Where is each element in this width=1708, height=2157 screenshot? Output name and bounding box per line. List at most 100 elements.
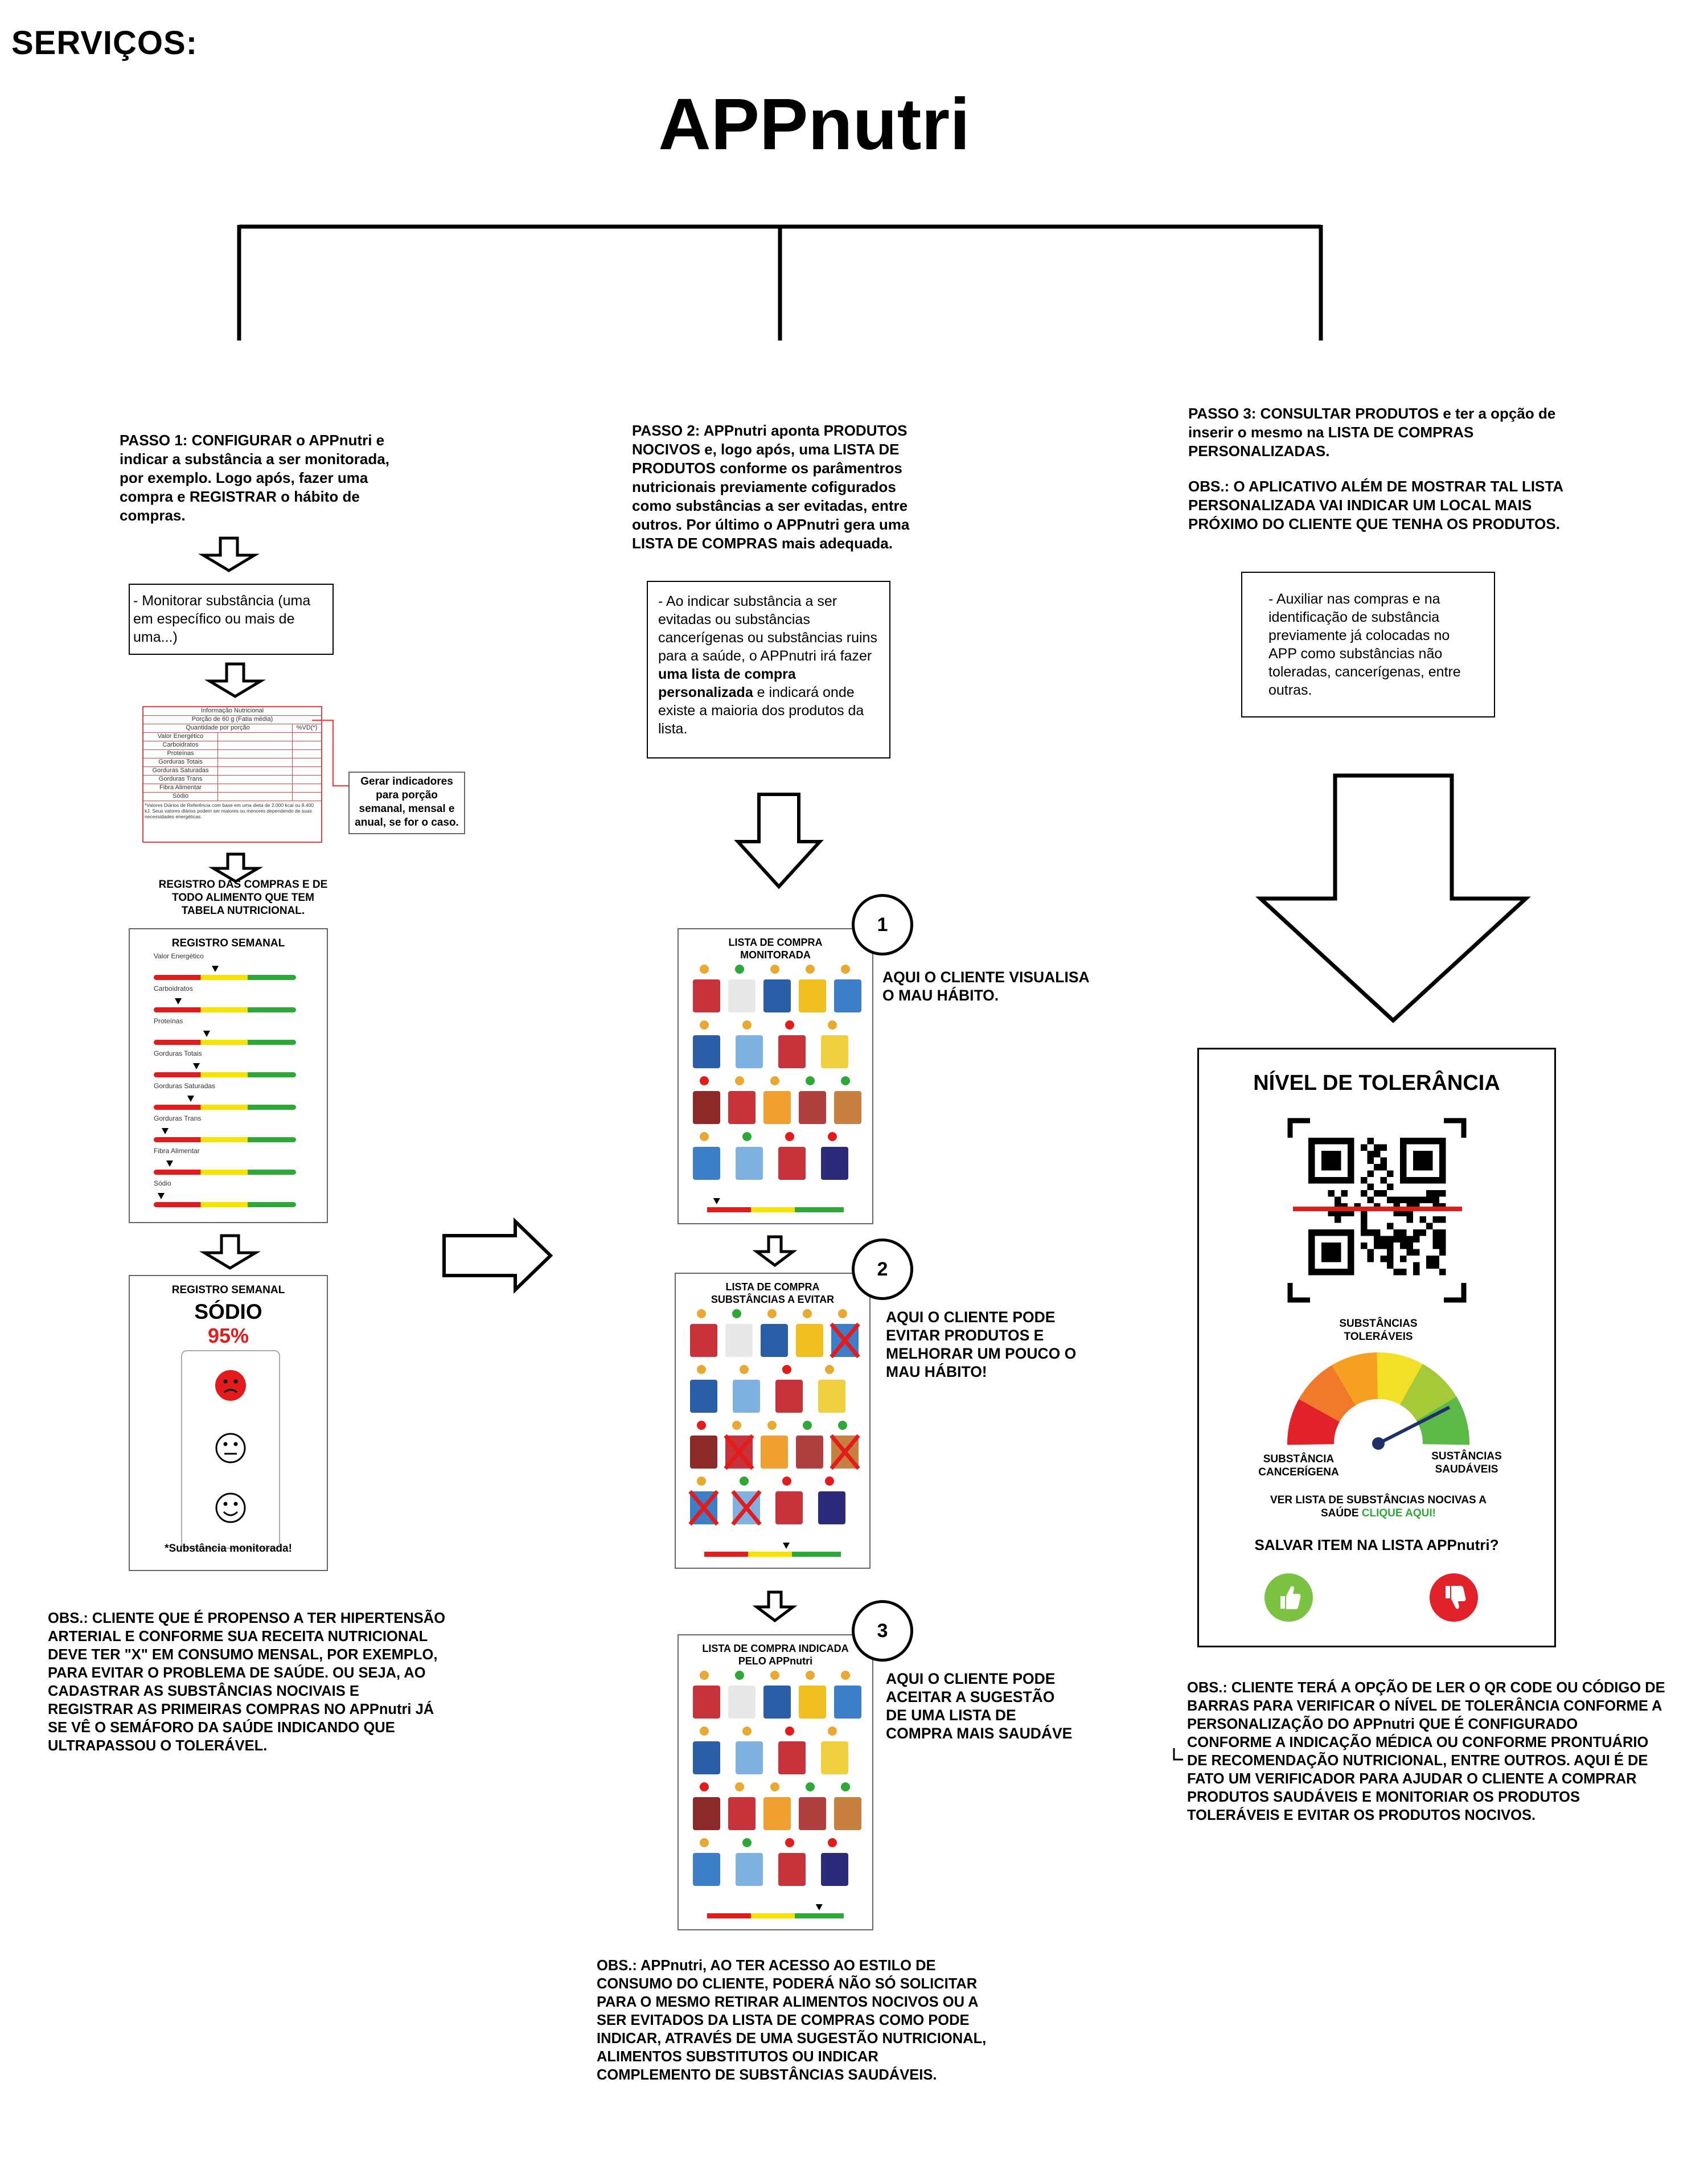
product-image [761,1324,788,1357]
arrow-down-icon [752,1235,798,1268]
weekly-register-card: REGISTRO SEMANAL Valor Energético Carboid… [129,928,328,1223]
remove-x-icon [724,1434,754,1470]
level-marker-icon [193,1063,200,1069]
face-icon [697,1477,706,1486]
gauge-segment [1287,1396,1341,1445]
step-number-badge: 3 [852,1600,913,1662]
accept-button[interactable] [1264,1573,1313,1622]
traffic-light-segment [707,1207,751,1212]
product-image [693,1853,720,1886]
face-icon [767,1309,777,1318]
product-image [693,1035,720,1068]
sodium-card-footer: *Substância monitorada! [165,1543,292,1555]
nutrition-table-row: Carboidratos [143,741,321,750]
step-number-badge: 1 [852,894,913,956]
nutrition-table-row: Gorduras Trans [143,776,321,784]
face-icon [732,1421,741,1430]
product-image [690,1380,717,1413]
label-carcinogenic: SUBSTÂNCIA CANCERÍGENA [1258,1453,1339,1478]
shopping-list-card[interactable]: LISTA DE COMPRA MONITORADA [678,928,873,1224]
traffic-light-bar [154,975,296,980]
neutral-face-icon [215,1433,246,1463]
face-icon [828,1727,837,1736]
product-image [775,1491,803,1524]
weekly-register-title: REGISTRO SEMANAL [171,937,285,949]
face-icon [806,1782,815,1791]
nutrition-table-row: Gorduras Totais [143,758,321,767]
step1-text: PASSO 1: CONFIGURAR o APPnutri e indicar… [120,432,389,524]
face-icon [735,1671,744,1680]
nutrition-table-vd-header: %VD(*) [292,724,321,732]
click-here-link[interactable]: CLIQUE AQUI! [1361,1507,1436,1519]
product-image [761,1436,788,1469]
step2-obs: OBS.: APPnutri, AO TER ACESSO AO ESTILO … [597,1958,987,2083]
shopping-list-title: LISTA DE COMPRA SUBSTÂNCIAS A EVITAR [711,1281,835,1305]
shopping-list-card[interactable]: LISTA DE COMPRA SUBSTÂNCIAS A EVITAR [675,1273,871,1569]
shopping-list-caption: AQUI O CLIENTE PODE EVITAR PRODUTOS E ME… [886,1309,1077,1380]
shopping-list-card[interactable]: LISTA DE COMPRA INDICADA PELO APPnutri [678,1634,873,1930]
product-image [796,1324,823,1357]
face-icon [697,1365,706,1374]
level-marker-icon [157,1193,165,1199]
personalized-list-text: - Ao indicar substância a ser evitadas o… [658,593,877,737]
product-image [763,1091,791,1124]
shopping-list-caption: AQUI O CLIENTE VISUALISA O MAU HÁBITO. [882,969,1089,1004]
sodium-percent: 95% [207,1324,249,1347]
product-image [693,1686,720,1719]
product-image [736,1741,763,1774]
nutrition-table-qty-header: Quantidade por porção [186,724,250,731]
nutrition-table-row: Sódio [143,793,321,801]
step2-text: PASSO 2: APPnutri aponta PRODUTOS NOCIVO… [632,422,910,552]
product-image [818,1380,845,1413]
traffic-light-segment [707,1913,751,1918]
product-image [778,1035,806,1068]
reject-button[interactable] [1430,1573,1478,1622]
face-icon [700,1020,709,1030]
product-image [690,1324,717,1357]
nutrition-table-footnote: *Valores Diários de Referência com base … [145,802,314,819]
nutrition-row-label: Proteínas [167,750,194,757]
shopping-list-title: LISTA DE COMPRA INDICADA PELO APPnutri [702,1643,849,1667]
remove-x-icon [830,1322,860,1359]
shopping-list-caption: AQUI O CLIENTE PODE ACEITAR A SUGESTÃO D… [886,1670,1073,1742]
level-marker-icon [783,1543,790,1549]
nutrition-table-row: Fibra Alimentar [143,784,321,793]
product-image [693,1147,720,1180]
product-image [799,979,826,1012]
gauge-segment [1377,1352,1426,1406]
tolerance-card: NÍVEL DE TOLERÂNCIA SUBSTÂNCIAS TOLERÁVE… [1197,1048,1556,1647]
product-image [733,1380,760,1413]
face-icon [838,1421,847,1430]
product-image [693,1091,720,1124]
step-number-badge: 2 [852,1239,913,1300]
face-icon [785,1132,794,1141]
product-image [821,1853,848,1886]
face-icon [697,1309,706,1318]
face-icon [735,1076,744,1085]
nutrition-row-label: Sódio [172,793,189,799]
product-image [799,1091,826,1124]
remove-x-icon [731,1490,762,1526]
nutrition-table-portion: Porção de 60 g (Fatia média) [143,716,321,724]
face-icon [770,1671,779,1680]
register-item-label: Gorduras Totais [154,1049,202,1057]
step3-obs-bottom: OBS.: CLIENTE TERÁ A OPÇÃO DE LER O QR C… [1187,1680,1665,1823]
face-icon [770,1076,779,1085]
happy-face-icon [215,1492,246,1523]
step3-obs-top: OBS.: O APLICATIVO ALÉM DE MOSTRAR TAL L… [1188,478,1563,532]
monitor-substance-text: - Monitorar substância (uma em específic… [133,593,311,645]
app-title: APPnutri [658,84,970,165]
face-icon [770,1782,779,1791]
sodium-card-title: REGISTRO SEMANAL [171,1284,285,1296]
arrow-down-icon [734,793,824,889]
monitor-substance-box: - Monitorar substância (uma em específic… [129,584,334,655]
qr-code-icon [1308,1138,1446,1276]
nutrition-row-label: Gorduras Saturadas [152,767,209,774]
see-list-link[interactable]: VER LISTA DE SUBSTÂNCIAS NOCIVAS A SAÚDE… [1270,1494,1487,1519]
face-icon [735,965,744,974]
product-image [725,1324,753,1357]
product-image [693,1741,720,1774]
tolerance-gauge [1287,1352,1469,1450]
sad-face-icon [215,1370,246,1401]
face-icon [700,1838,709,1847]
